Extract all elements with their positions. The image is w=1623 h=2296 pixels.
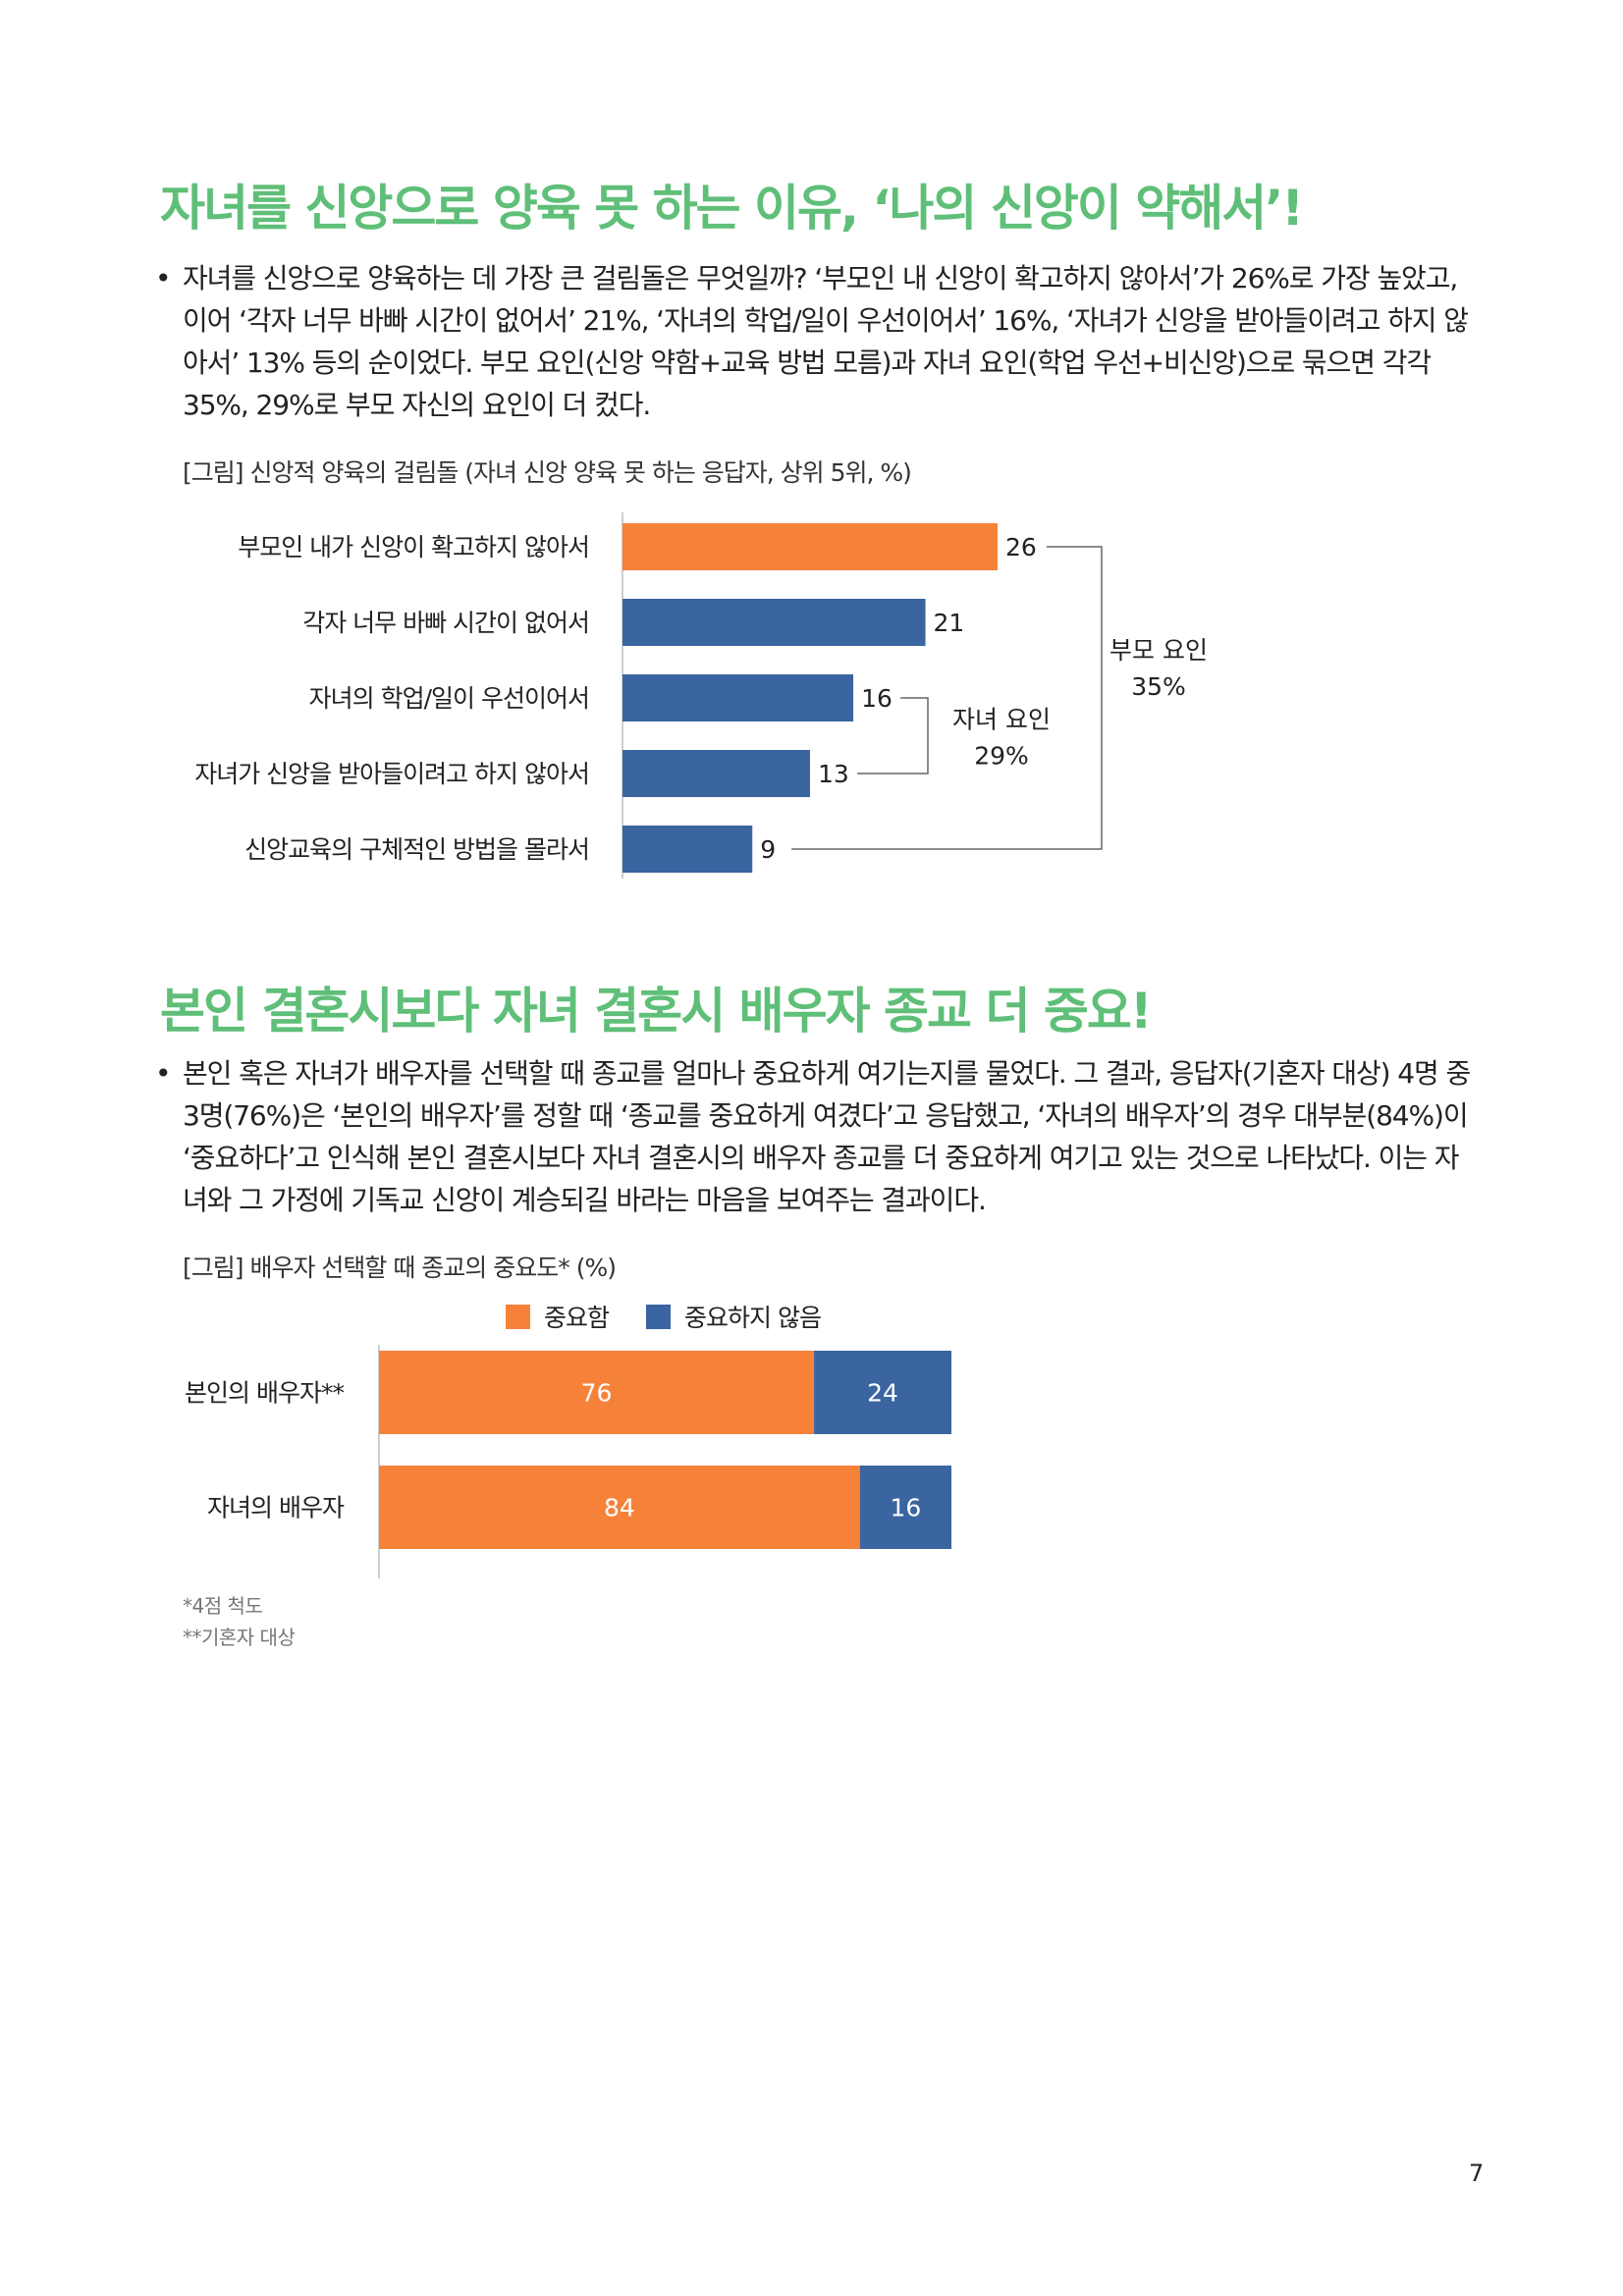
chart2-legend-label: 중요함 (544, 1304, 610, 1332)
chart1-value-label: 13 (818, 760, 849, 788)
chart2-segment-label: 16 (890, 1494, 921, 1522)
section1-paragraph-text: 자녀를 신앙으로 양육하는 데 가장 큰 걸림돌은 무엇일까? ‘부모인 내 신… (183, 262, 1469, 421)
chart2-segment-label: 84 (604, 1494, 635, 1522)
chart1-value-label: 16 (861, 684, 893, 713)
chart1-value-label: 9 (760, 835, 776, 864)
chart1-value-label: 26 (1005, 533, 1037, 561)
chart1-group-value: 35% (1131, 672, 1186, 701)
figure2-caption: [그림] 배우자 선택할 때 종교의 중요도* (%) (183, 1254, 617, 1282)
chart1-group-label: 부모 요인 (1109, 636, 1208, 665)
chart2-segment-label: 24 (867, 1379, 898, 1408)
section2-heading: 본인 결혼시보다 자녀 결혼시 배우자 종교 더 중요! (160, 983, 1153, 1040)
obstacles-bar-chart: 부모인 내가 신앙이 확고하지 않아서 26 각자 너무 바빠 시간이 없어서 21 자… (194, 512, 1208, 879)
chart1-bar (622, 674, 854, 721)
chart2-category-label: 자녀의 배우자 (207, 1494, 345, 1522)
chart1-bar (622, 826, 753, 873)
footnote-married: **기혼자 대상 (183, 1626, 296, 1649)
chart1-group-label: 자녀 요인 (952, 706, 1051, 734)
chart1-bar (622, 523, 998, 570)
chart1-category-label: 자녀의 학업/일이 우선이어서 (309, 684, 589, 713)
chart1-category-label: 자녀가 신앙을 받아들이려고 하지 않아서 (194, 760, 589, 788)
chart2-legend-label: 중요하지 않음 (684, 1304, 821, 1332)
bullet-marker: • (155, 262, 172, 294)
chart1-parent-factor-bracket (791, 546, 1103, 850)
footnote-scale: *4점 척도 (183, 1594, 263, 1618)
chart2-bar-segment (379, 1351, 815, 1434)
chart1-category-label: 각자 너무 바빠 시간이 없어서 (302, 609, 589, 637)
chart1-bar (622, 750, 810, 797)
page-number: 7 (1469, 2160, 1485, 2187)
chart1-group-value: 29% (974, 742, 1029, 771)
chart1-child-factor-bracket (857, 697, 929, 774)
chart1-category-label: 신앙교육의 구체적인 방법을 몰라서 (244, 835, 589, 864)
figure1-caption: [그림] 신앙적 양육의 걸림돌 (자녀 신앙 양육 못 하는 응답자, 상위 … (183, 458, 912, 487)
chart1-value-label: 21 (934, 609, 965, 637)
bullet-marker: • (155, 1057, 172, 1090)
section2-paragraph-text: 본인 혹은 자녀가 배우자를 선택할 때 종교를 얼마나 중요하게 여기는지를 … (183, 1057, 1471, 1216)
chart1-category-label: 부모인 내가 신앙이 확고하지 않아서 (238, 533, 589, 561)
chart2-legend-swatch (646, 1305, 671, 1329)
chart2-category-label: 본인의 배우자** (185, 1379, 344, 1408)
section1-paragraph: • 자녀를 신앙으로 양육하는 데 가장 큰 걸림돌은 무엇일까? ‘부모인 내… (155, 257, 1481, 426)
chart2-legend-swatch (506, 1305, 530, 1329)
chart2-bar-segment (859, 1466, 951, 1549)
section2-paragraph: • 본인 혹은 자녀가 배우자를 선택할 때 종교를 얼마나 중요하게 여기는지… (155, 1052, 1481, 1221)
chart2-bar-segment (814, 1351, 951, 1434)
section1-heading: 자녀를 신앙으로 양육 못 하는 이유, ‘나의 신앙이 약해서’! (160, 180, 1304, 237)
chart1-bar (622, 599, 926, 646)
chart2-segment-label: 76 (581, 1379, 613, 1408)
chart2-bar-segment (379, 1466, 860, 1549)
